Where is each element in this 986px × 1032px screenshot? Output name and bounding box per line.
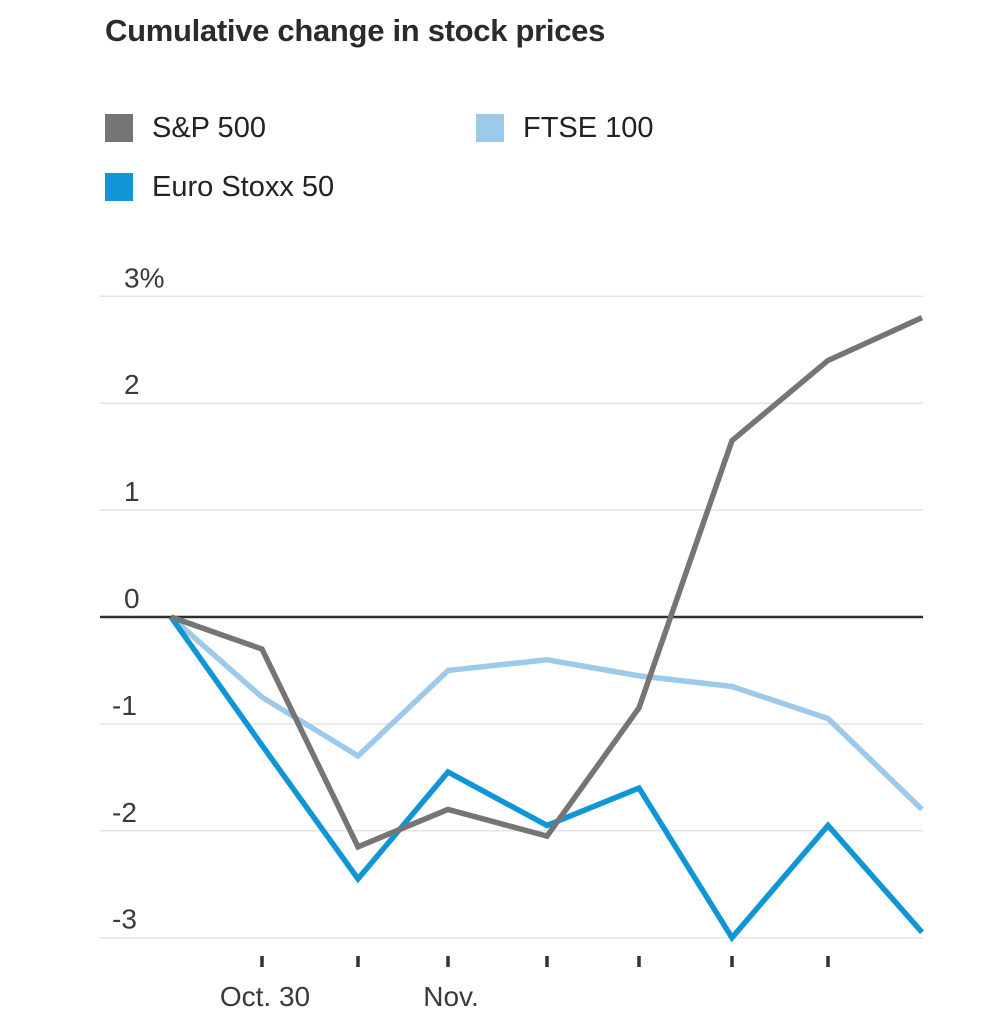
x-tick-6 — [730, 956, 734, 967]
x-tick-3 — [446, 956, 450, 967]
chart-title: Cumulative change in stock prices — [105, 13, 606, 48]
x-axis-label-oct-30: Oct. 30 — [220, 981, 310, 1012]
series-line-euro-stoxx-50 — [168, 615, 925, 943]
series-line-s-p-500 — [170, 315, 924, 851]
y-axis-label--3: -3 — [112, 904, 137, 935]
y-axis-label-3: 3% — [124, 262, 164, 293]
legend-item-euro-stoxx-50: Euro Stoxx 50 — [105, 172, 334, 202]
legend-swatch-sp-500-icon — [105, 114, 133, 142]
legend-swatch-euro-stoxx-50-icon — [105, 173, 133, 201]
x-tick-4 — [545, 956, 549, 967]
y-axis-label--2: -2 — [112, 797, 137, 828]
legend-label-euro-stoxx-50: Euro Stoxx 50 — [152, 171, 335, 203]
y-axis-label-2: 2 — [124, 369, 140, 400]
y-axis-label-0: 0 — [124, 583, 140, 614]
legend-swatch-ftse-100-icon — [476, 114, 504, 142]
y-axis-label-1: 1 — [124, 476, 140, 507]
series-line-ftse-100 — [169, 614, 924, 812]
x-axis-label-nov: Nov. — [423, 981, 479, 1012]
x-tick-1 — [260, 956, 264, 967]
legend-label-sp-500: S&P 500 — [152, 112, 266, 144]
y-axis-label--1: -1 — [112, 690, 137, 721]
x-tick-2 — [356, 956, 360, 967]
legend-label-ftse-100: FTSE 100 — [523, 112, 654, 144]
legend: S&P 500 FTSE 100 Euro Stoxx 50 — [105, 113, 855, 233]
legend-item-sp-500: S&P 500 — [105, 113, 266, 143]
x-tick-7 — [826, 956, 830, 967]
legend-item-ftse-100: FTSE 100 — [476, 113, 654, 143]
x-tick-5 — [637, 956, 641, 967]
